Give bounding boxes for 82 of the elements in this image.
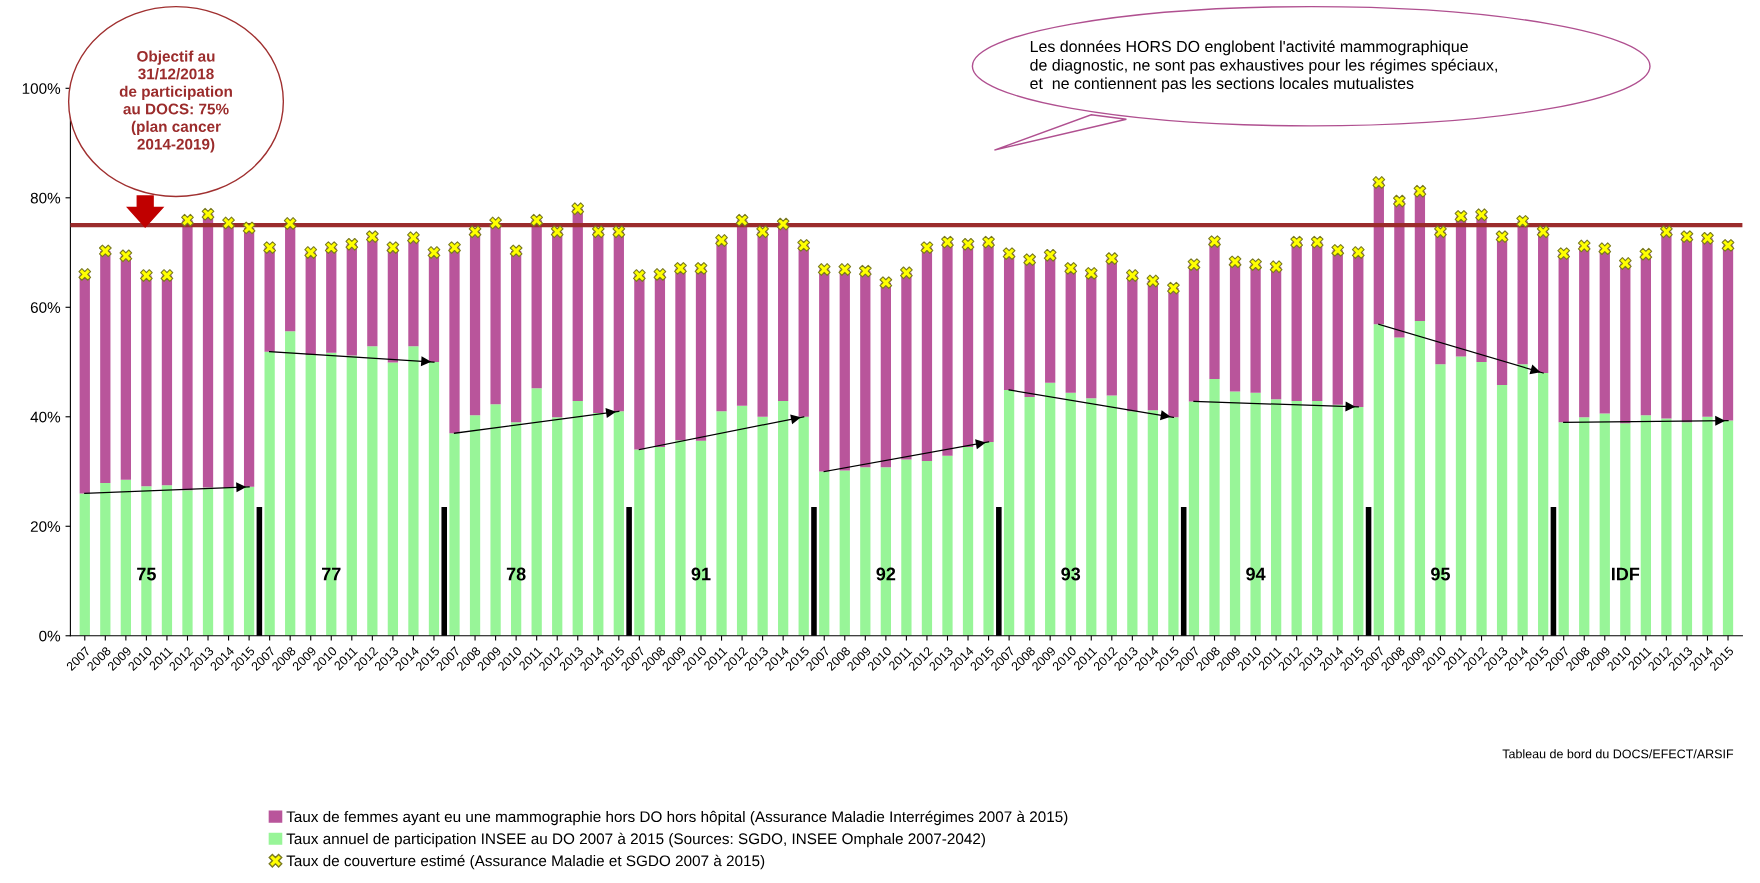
bar: [1332, 404, 1343, 636]
annotation: 95: [1431, 567, 1450, 581]
bar: [654, 446, 666, 636]
annotation: 78: [506, 567, 526, 581]
bar: [1722, 420, 1734, 636]
bar: [1579, 417, 1590, 636]
bar: [593, 412, 604, 636]
bar: [490, 404, 501, 636]
bar: [1106, 395, 1117, 636]
y-tick-label: 0%: [39, 630, 61, 642]
bar: [1394, 337, 1405, 636]
bar: [1291, 400, 1302, 636]
bar: [1373, 324, 1384, 636]
annotation: 75: [137, 567, 156, 581]
bar: [408, 346, 419, 636]
y-tick-label: 60%: [30, 302, 61, 313]
annotation: Les données HORS DO englobent l'activité mammographique de diagnostic, ne sont pas exhaustives pour les régimes spéciaux, et ne contiennent pas les sections locales mutualistes: [1030, 40, 1497, 93]
bar: [1229, 391, 1241, 636]
bar: [942, 455, 953, 636]
bar: [161, 485, 173, 636]
annotation: 92: [876, 567, 896, 581]
y-tick-label: 40%: [30, 411, 61, 423]
bar: [1455, 356, 1467, 636]
bar: [264, 351, 275, 636]
bar: [572, 400, 583, 636]
bar: [1147, 410, 1159, 636]
bar: [1045, 382, 1056, 636]
bar: [757, 416, 768, 636]
bar: [1681, 422, 1693, 636]
bar: [100, 483, 111, 636]
bar: [182, 490, 193, 636]
bar: [778, 400, 789, 636]
y-tick-label: 20%: [30, 521, 61, 532]
bar: [1414, 320, 1426, 636]
bar: [1270, 399, 1282, 636]
bar: [1209, 379, 1220, 636]
annotation: 94: [1246, 567, 1266, 581]
bar: [1312, 400, 1323, 636]
bar: [921, 461, 933, 636]
bar: [346, 355, 357, 636]
bar: [1024, 397, 1035, 636]
annotation: 77: [322, 567, 341, 581]
bar: [1517, 364, 1528, 636]
bar: [120, 479, 131, 636]
legend-label: Taux annuel de participation INSEE au DO 2007 à 2015 (Sources: SGDO, INSEE Omphale 2007-2042): [286, 832, 985, 848]
bar: [901, 459, 912, 636]
bar: [469, 415, 481, 636]
bar: [531, 388, 542, 636]
legend-label: Taux de couverture estimé (Assurance Maladie et SGDO 2007 à 2015): [286, 854, 765, 870]
bar: [675, 440, 686, 636]
bar: [1476, 362, 1487, 636]
annotation: 93: [1061, 567, 1081, 581]
bar: [285, 331, 296, 636]
bar: [305, 354, 316, 636]
bar: [736, 405, 748, 636]
bar: [428, 362, 440, 636]
bar: [202, 487, 214, 636]
annotation: Objectif au 31/12/2018 de participation au DOCS: 75% (plan cancer 2014-2019): [119, 50, 232, 153]
bar: [1661, 418, 1672, 636]
bar: [1086, 398, 1097, 636]
bar: [79, 493, 90, 636]
bar: [1702, 416, 1713, 636]
text: Tableau de bord du DOCS/EFECT/ARSIF: [1502, 749, 1734, 759]
bar: [223, 487, 234, 636]
legend-label: Taux de femmes ayant eu une mammographie hors DO hors hôpital (Assurance Maladie Interrégimes 2007 à 2015): [286, 810, 1068, 826]
bar: [839, 470, 850, 636]
point: [1715, 415, 1726, 426]
bar: [1599, 413, 1610, 636]
bar: [1496, 385, 1508, 636]
bar: [387, 362, 399, 636]
bar: [552, 417, 563, 636]
bar: [1538, 372, 1549, 636]
bar: [1127, 411, 1138, 636]
bar: [716, 411, 727, 636]
bar: [367, 346, 378, 636]
annotation: 91: [691, 567, 711, 581]
bar: [962, 446, 974, 636]
annotation: IDF: [1611, 567, 1640, 581]
bar: [1640, 415, 1651, 636]
y-tick-label: 100%: [22, 83, 61, 94]
y-tick-label: 80%: [30, 192, 61, 204]
bar: [860, 467, 871, 636]
